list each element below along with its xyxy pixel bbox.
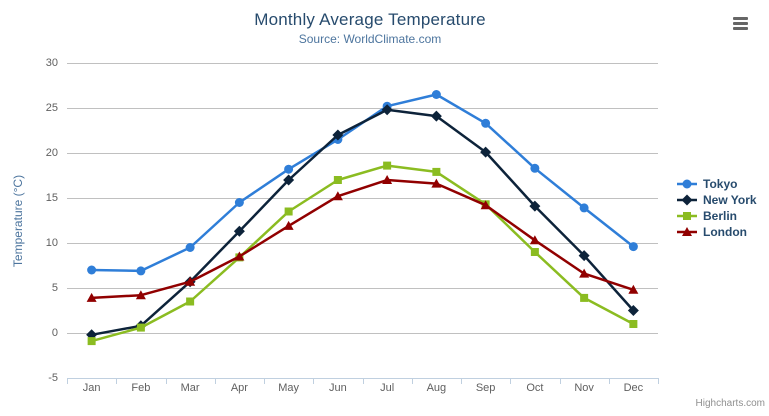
data-point[interactable] [530, 248, 539, 256]
data-point[interactable] [185, 243, 195, 252]
data-point[interactable] [332, 191, 343, 201]
legend-item-london[interactable]: London [676, 224, 757, 240]
data-point[interactable] [530, 163, 540, 173]
square-marker-icon [677, 212, 697, 220]
legend-item-label: Berlin [703, 209, 738, 223]
data-point[interactable] [136, 266, 146, 276]
xaxis-tick-label: May [278, 382, 300, 394]
data-point[interactable] [480, 200, 491, 210]
data-point[interactable] [87, 265, 97, 275]
chart-title: Monthly Average Temperature [254, 10, 486, 29]
legend-item-label: New York [703, 193, 757, 207]
data-point[interactable] [629, 320, 638, 328]
data-point[interactable] [579, 268, 590, 278]
export-menu-button[interactable] [731, 15, 755, 37]
xaxis-tick-label: Nov [574, 382, 594, 394]
data-point[interactable] [87, 337, 96, 346]
xaxis-tick-label: Feb [131, 382, 151, 394]
data-point[interactable] [136, 323, 145, 332]
data-point[interactable] [333, 176, 342, 184]
xaxis-tick-label: Dec [623, 382, 644, 394]
xaxis-tick-label: Apr [230, 382, 248, 394]
xaxis-tick-label: Jun [329, 382, 347, 394]
data-point[interactable] [580, 293, 589, 302]
series-london[interactable] [86, 175, 639, 302]
data-point[interactable] [579, 203, 589, 213]
yaxis-tick-label: 25 [45, 102, 58, 114]
legend-item-berlin[interactable]: Berlin [676, 208, 757, 224]
yaxis-tick-label: 15 [45, 192, 58, 204]
circle-marker-icon [677, 179, 697, 189]
yaxis-tick-label: 5 [51, 282, 58, 294]
data-point[interactable] [234, 198, 244, 207]
yaxis-tick-label: 0 [51, 327, 58, 339]
data-point[interactable] [135, 290, 146, 300]
legend: Tokyo New York Berlin London [676, 176, 757, 240]
data-point[interactable] [382, 175, 393, 184]
data-point[interactable] [284, 207, 293, 216]
data-point[interactable] [627, 305, 639, 316]
series-line[interactable] [90, 178, 635, 300]
series-line[interactable] [90, 108, 635, 337]
xaxis-tick-label: Oct [526, 382, 544, 394]
data-point[interactable] [332, 129, 344, 141]
data-point[interactable] [578, 250, 590, 262]
data-point[interactable] [431, 178, 442, 188]
series-line[interactable] [90, 93, 635, 273]
data-point[interactable] [283, 174, 295, 186]
data-point[interactable] [185, 276, 196, 286]
data-point[interactable] [383, 161, 392, 170]
chart-subtitle: Source: WorldClimate.com [298, 32, 442, 46]
data-point[interactable] [381, 104, 393, 116]
xaxis-tick-label: Jul [380, 382, 395, 394]
yaxis-tick-label: 30 [45, 57, 58, 69]
series-new-york[interactable] [86, 104, 639, 341]
data-point[interactable] [283, 220, 294, 230]
triangle-marker-icon [677, 227, 697, 236]
data-point[interactable] [529, 200, 541, 212]
xaxis-tick-label: Jan [82, 382, 101, 394]
data-point[interactable] [431, 90, 441, 99]
xaxis-tick-label: Sep [475, 382, 496, 394]
xaxis-tick-label: Mar [180, 382, 200, 394]
yaxis-tick-label: 20 [45, 147, 58, 159]
data-point[interactable] [233, 225, 245, 237]
hamburger-icon [733, 17, 748, 20]
data-point[interactable] [430, 110, 442, 122]
legend-item-label: London [703, 225, 747, 239]
data-point[interactable] [480, 146, 492, 158]
diamond-marker-icon [677, 194, 697, 206]
data-point[interactable] [284, 164, 294, 174]
data-point[interactable] [628, 284, 639, 294]
data-point[interactable] [529, 235, 540, 245]
data-point[interactable] [628, 242, 638, 252]
yaxis-tick-label: 10 [45, 237, 58, 249]
legend-item-new-york[interactable]: New York [676, 192, 757, 208]
data-point[interactable] [234, 251, 245, 261]
series-tokyo[interactable] [87, 90, 638, 276]
yaxis-tick-label: -5 [48, 372, 58, 384]
data-point[interactable] [481, 118, 491, 128]
xaxis-tick-label: Aug [426, 382, 447, 394]
yaxis-title: Temperature (°C) [11, 174, 25, 268]
legend-item-tokyo[interactable]: Tokyo [676, 176, 757, 192]
series-line[interactable] [90, 164, 635, 343]
credits-link[interactable]: Highcharts.com [695, 398, 765, 409]
data-point[interactable] [186, 297, 195, 306]
data-point[interactable] [432, 167, 441, 176]
legend-item-label: Tokyo [703, 177, 738, 191]
data-point[interactable] [86, 292, 97, 302]
